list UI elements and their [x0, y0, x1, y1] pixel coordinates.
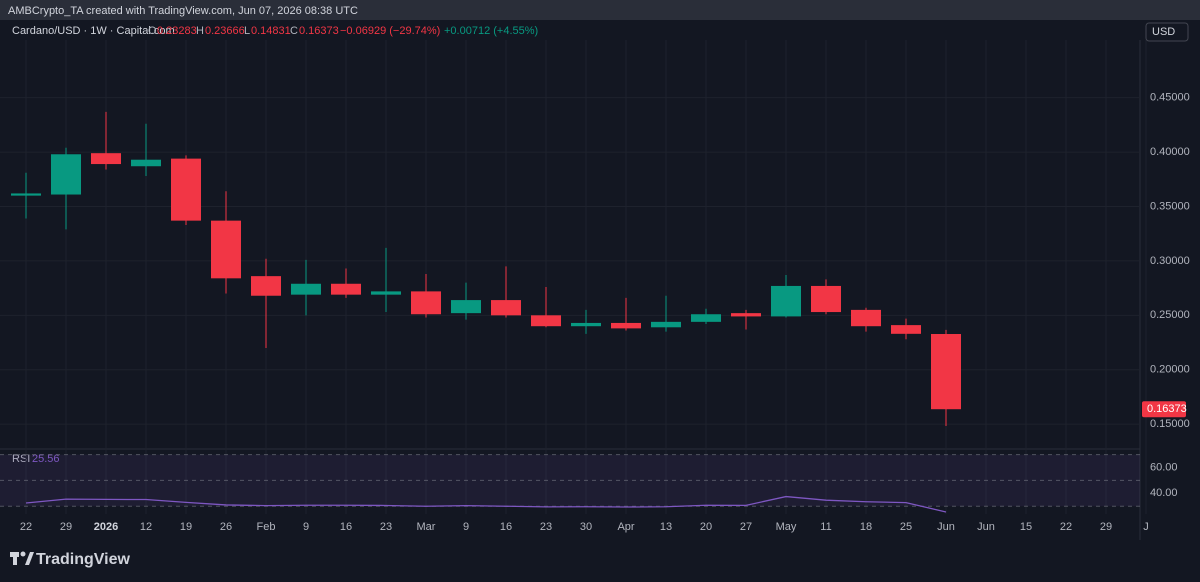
x-tick-label: Mar [417, 521, 436, 533]
x-tick-label: 9 [303, 521, 309, 533]
x-tick-label: 29 [1100, 521, 1112, 533]
ohlc-close: 0.16373 [299, 25, 339, 37]
ohlc-label: C [290, 25, 298, 37]
candle-body [11, 193, 41, 196]
x-tick-label: 20 [700, 521, 712, 533]
change: −0.06929 (−29.74%) [340, 25, 440, 37]
candle-body [851, 309, 881, 327]
watermark: AMBCrypto_TA created with TradingView.co… [8, 5, 358, 17]
candle-body [251, 276, 281, 296]
x-tick-label: 23 [540, 521, 552, 533]
currency-button[interactable] [1145, 22, 1189, 42]
brand-logo [10, 551, 34, 565]
x-tick-label: 13 [660, 521, 672, 533]
x-tick-label: May [776, 521, 797, 533]
candle-body [51, 154, 81, 195]
candle-body [531, 315, 561, 327]
candle-body [91, 153, 121, 165]
x-tick-label: 19 [180, 521, 192, 533]
currency[interactable]: USD [1152, 26, 1175, 38]
ohlc-label: L [244, 25, 250, 37]
y-tick-label: 0.45000 [1150, 92, 1190, 104]
ohlc-label: O [148, 25, 157, 37]
x-tick-label: 22 [1060, 521, 1072, 533]
x-tick-label: 27 [740, 521, 752, 533]
y-tick-label: 0.35000 [1150, 200, 1190, 212]
x-tick-label: Jun [937, 521, 955, 533]
last-price-tag [1142, 401, 1186, 418]
ohlc-open: 0.23283 [157, 25, 197, 37]
last-price-label: 0.16373 [1147, 403, 1187, 415]
x-tick-label: 26 [220, 521, 232, 533]
x-tick-label: 16 [500, 521, 512, 533]
ohlc-high: 0.23666 [205, 25, 245, 37]
candle-body [571, 322, 601, 327]
candle-body [491, 300, 521, 316]
candle-body [171, 158, 201, 221]
x-tick-label: 16 [340, 521, 352, 533]
x-tick-label: 18 [860, 521, 872, 533]
candle-body [211, 220, 241, 279]
candle-body [331, 283, 361, 295]
candle-body [931, 334, 961, 410]
candle-body [371, 291, 401, 295]
candle-body [451, 300, 481, 314]
candle-body [611, 322, 641, 329]
candle-body [131, 159, 161, 167]
footer [0, 540, 1200, 582]
candle-body [411, 291, 441, 315]
x-tick-label: 12 [140, 521, 152, 533]
x-tick-label: 2026 [94, 521, 118, 533]
symbol: Cardano/USD · 1W · Capital.com [12, 25, 175, 37]
rsi-tick-label: 60.00 [1150, 461, 1178, 473]
candle-body [291, 283, 321, 295]
rsi-value: 25.56 [32, 453, 60, 465]
x-tick-label: 23 [380, 521, 392, 533]
candle-body [651, 321, 681, 328]
extra-change: +0.00712 (+4.55%) [444, 25, 538, 37]
x-tick-label: 22 [20, 521, 32, 533]
candle-body [811, 285, 841, 313]
candle-body [691, 314, 721, 322]
x-tick-label: 29 [60, 521, 72, 533]
y-tick-label: 0.15000 [1150, 418, 1190, 430]
x-tick-label: Jun [977, 521, 995, 533]
x-tick-label: 15 [1020, 521, 1032, 533]
top-bar [0, 0, 1200, 20]
y-tick-label: 0.20000 [1150, 364, 1190, 376]
candle-body [771, 285, 801, 317]
x-tick-label: Apr [617, 521, 634, 533]
x-tick-label: J [1143, 521, 1149, 533]
y-tick-label: 0.25000 [1150, 309, 1190, 321]
y-tick-label: 0.30000 [1150, 255, 1190, 267]
x-tick-label: Feb [257, 521, 276, 533]
brand: TradingView [36, 551, 131, 568]
x-tick-label: 11 [820, 521, 831, 533]
rsi-line [25, 495, 947, 513]
x-tick-label: 9 [463, 521, 469, 533]
x-tick-label: 25 [900, 521, 912, 533]
x-tick-label: 30 [580, 521, 592, 533]
rsi-tick-label: 40.00 [1150, 487, 1178, 499]
ohlc-label: H [196, 25, 204, 37]
y-tick-label: 0.40000 [1150, 146, 1190, 158]
candle-body [731, 313, 761, 317]
ohlc-low: 0.14831 [251, 25, 291, 37]
candle-body [891, 325, 921, 334]
